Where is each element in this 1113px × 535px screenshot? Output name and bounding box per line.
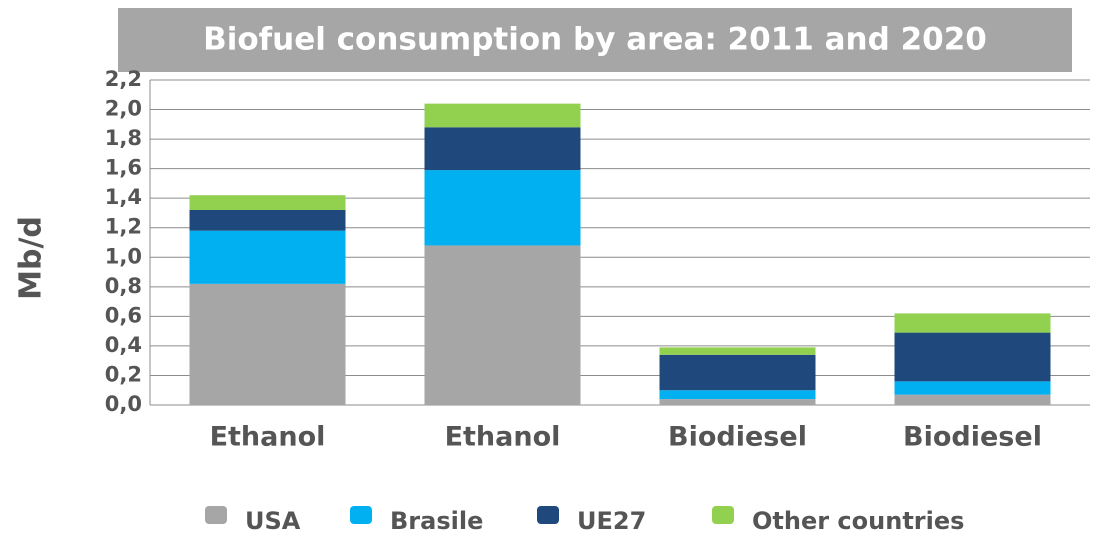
bar-segment xyxy=(424,103,581,128)
legend-label: Brasile xyxy=(390,507,483,535)
bar-segment xyxy=(424,245,581,405)
y-tick-label: 0,8 xyxy=(105,274,142,298)
bar-segment xyxy=(894,394,1051,405)
y-tick-label: 1,0 xyxy=(105,244,142,268)
x-tick-label: Ethanol xyxy=(445,422,561,453)
x-tick-label: Biodiesel xyxy=(903,422,1042,453)
chart-title: Biofuel consumption by area: 2011 and 20… xyxy=(203,22,987,58)
bar-segment xyxy=(189,283,346,405)
y-tick-label: 1,6 xyxy=(105,156,142,180)
x-tick-label: Biodiesel xyxy=(668,422,807,453)
legend-swatch xyxy=(712,506,734,524)
bar-segment xyxy=(659,399,816,405)
legend-label: USA xyxy=(245,507,301,535)
bar-segment xyxy=(894,313,1051,333)
bar-segment xyxy=(659,390,816,400)
y-tick-label: 1,8 xyxy=(105,126,142,150)
y-tick-label: 2,0 xyxy=(105,97,142,121)
legend-label: UE27 xyxy=(577,507,646,535)
bar-segment xyxy=(189,230,346,284)
y-axis-label: Mb/d xyxy=(14,216,49,300)
bar-segment xyxy=(659,347,816,355)
bar-segment xyxy=(189,195,346,210)
y-tick-label: 1,2 xyxy=(105,215,142,239)
y-tick-label: 2,2 xyxy=(105,67,142,91)
legend-label: Other countries xyxy=(752,507,964,535)
x-tick-label: Ethanol xyxy=(210,422,326,453)
bar-segment xyxy=(659,354,816,391)
y-tick-label: 0,4 xyxy=(105,333,142,357)
title-box xyxy=(118,8,1072,72)
bar-segment xyxy=(424,170,581,246)
legend-swatch xyxy=(205,506,227,524)
y-tick-label: 0,6 xyxy=(105,303,142,327)
bar-segment xyxy=(894,332,1051,382)
y-tick-label: 0,0 xyxy=(105,392,142,416)
y-tick-label: 0,2 xyxy=(105,362,142,386)
bar-segment xyxy=(894,381,1051,395)
y-tick-label: 1,4 xyxy=(105,185,142,209)
bar-segment xyxy=(424,127,581,171)
legend-swatch xyxy=(350,506,372,524)
bar-segment xyxy=(189,210,346,231)
legend-swatch xyxy=(537,506,559,524)
